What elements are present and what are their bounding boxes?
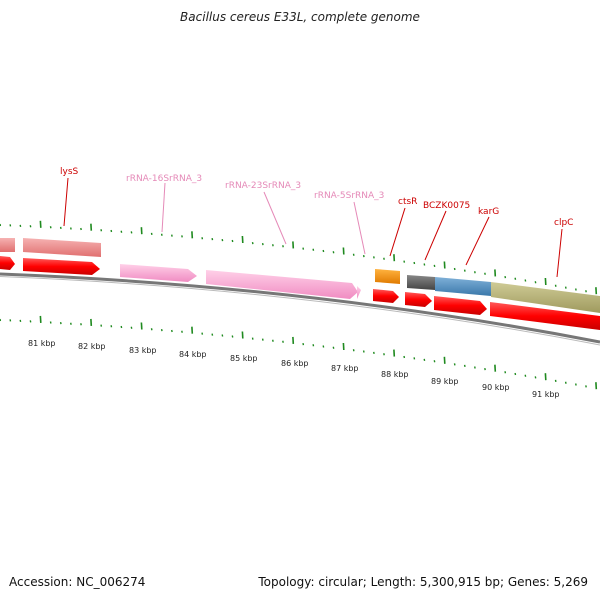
scale-label-82kbp: 82 kbp	[78, 342, 106, 351]
rRNA-16SrRNA_3-feature[interactable]	[120, 264, 197, 282]
ctsR-leader	[389, 207, 406, 257]
ctsR-cds[interactable]	[373, 289, 399, 303]
inner-tick-marks	[0, 315, 598, 390]
genome-backbone	[0, 272, 600, 344]
gene-label-rRNA-5SrRNA_3: rRNA-5SrRNA_3	[314, 191, 384, 201]
outer-tick-marks	[0, 220, 598, 295]
scale-label-83kbp: 83 kbp	[129, 346, 157, 355]
ctsR-feature[interactable]	[375, 269, 400, 284]
cds-feature-2[interactable]	[23, 258, 100, 275]
rRNA-5SrRNA_3-leader	[353, 201, 366, 255]
karG-cds[interactable]	[434, 296, 487, 315]
BCZK0075-cds[interactable]	[405, 292, 432, 307]
cds-feature-1[interactable]	[0, 256, 15, 270]
rRNA-23SrRNA_3-feature[interactable]	[206, 270, 358, 299]
clpC-leader	[556, 228, 563, 278]
karG-leader	[465, 216, 490, 266]
clpC-feature[interactable]	[491, 282, 600, 313]
scale-label-84kbp: 84 kbp	[179, 350, 207, 359]
scale-label-89kbp: 89 kbp	[431, 377, 459, 386]
scale-label-88kbp: 88 kbp	[381, 370, 409, 379]
backbone-shadow	[0, 276, 600, 346]
gene-label-lysS: lysS	[60, 167, 79, 177]
scale-label-87kbp: 87 kbp	[331, 364, 359, 373]
scale-label-90kbp: 90 kbp	[482, 383, 510, 392]
gene-label-BCZK0075: BCZK0075	[423, 201, 470, 211]
map-title: Bacillus cereus E33L, complete genome	[180, 10, 420, 24]
scale-label-85kbp: 85 kbp	[230, 354, 258, 363]
gene-label-ctsR: ctsR	[398, 197, 417, 207]
rRNA-16SrRNA_3-leader	[161, 182, 166, 233]
gene-label-rRNA-23SrRNA_3: rRNA-23SrRNA_3	[225, 181, 301, 191]
genome-summary-text: Topology: circular; Length: 5,300,915 bp…	[258, 575, 588, 589]
gene-label-rRNA-16SrRNA_3: rRNA-16SrRNA_3	[126, 174, 202, 184]
BCZK0075-feature[interactable]	[407, 275, 435, 290]
scale-label-81kbp: 81 kbp	[28, 339, 56, 348]
scale-label-86kbp: 86 kbp	[281, 359, 309, 368]
BCZK0075-leader	[424, 210, 447, 261]
lysS-feature-outer[interactable]	[0, 238, 15, 252]
scale-label-91kbp: 91 kbp	[532, 390, 560, 399]
clpC-cds[interactable]	[490, 302, 600, 330]
karG-feature[interactable]	[435, 277, 491, 296]
lysS-leader	[63, 177, 69, 227]
accession-text: Accession: NC_006274	[9, 575, 146, 589]
lysS-feature-outer-2[interactable]	[23, 238, 101, 257]
gene-label-karG: karG	[478, 207, 499, 217]
gene-label-clpC: clpC	[554, 218, 573, 228]
rRNA-5SrRNA_3-feature[interactable]	[357, 286, 361, 299]
rRNA-23SrRNA_3-leader	[263, 191, 287, 245]
